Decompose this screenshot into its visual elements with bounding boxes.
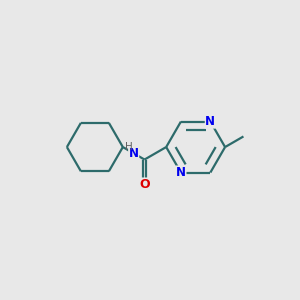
Text: N: N — [176, 166, 186, 179]
Text: N: N — [206, 115, 215, 128]
Text: H: H — [124, 142, 132, 152]
Text: N: N — [129, 147, 139, 160]
Text: O: O — [139, 178, 150, 191]
